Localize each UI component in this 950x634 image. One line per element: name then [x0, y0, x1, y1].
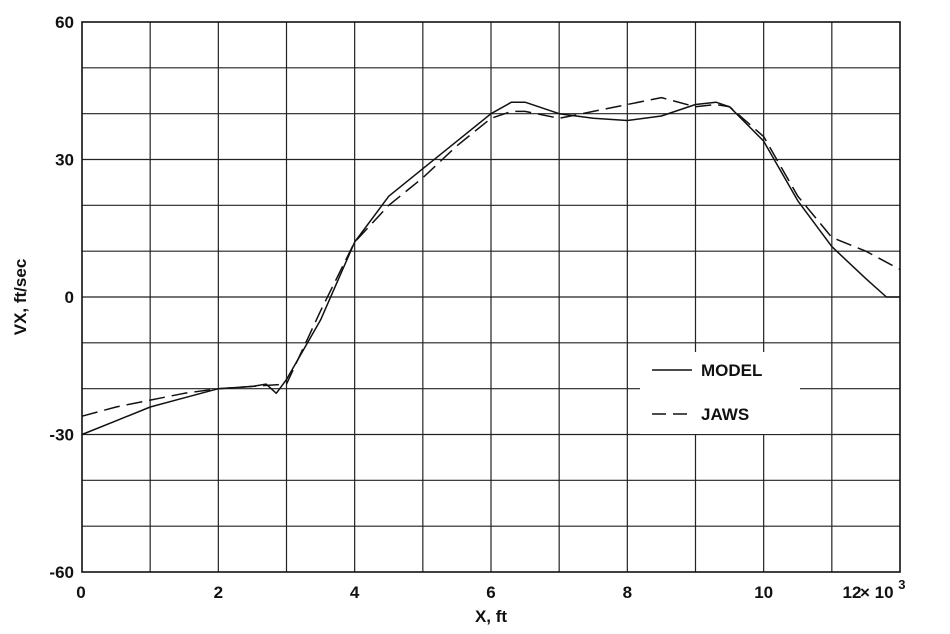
- legend-label-jaws: JAWS: [701, 405, 749, 424]
- y-axis-label: VX, ft/sec: [11, 259, 30, 336]
- x-tick-label: 6: [486, 583, 495, 602]
- y-tick-label: 0: [65, 288, 74, 307]
- gridlines: [82, 22, 900, 572]
- x-tick-label: 4: [350, 583, 360, 602]
- x-multiplier-base: × 10: [860, 583, 894, 602]
- plot-frame: [81, 21, 901, 573]
- legend: MODEL JAWS: [652, 361, 762, 424]
- legend-background: [640, 352, 800, 434]
- x-tick-label: 0: [76, 583, 85, 602]
- x-multiplier-label: × 10 3: [860, 577, 906, 602]
- series-lines: [81, 96, 901, 436]
- y-tick-label: -60: [49, 563, 74, 582]
- series-line-jaws: [81, 96, 901, 417]
- y-tick-labels: 60 30 0 -30 -60: [49, 13, 74, 582]
- x-tick-label: 2: [214, 583, 223, 602]
- y-tick-label: 30: [55, 151, 74, 170]
- x-tick-label: 10: [754, 583, 773, 602]
- x-tick-labels: 0 2 4 6 8 10 12: [76, 583, 861, 602]
- x-multiplier-exponent: 3: [898, 577, 905, 592]
- legend-label-model: MODEL: [701, 361, 762, 380]
- x-tick-label: 8: [623, 583, 632, 602]
- y-tick-label: -30: [49, 426, 74, 445]
- x-tick-label: 12: [843, 583, 862, 602]
- y-tick-label: 60: [55, 13, 74, 32]
- x-axis-label: X, ft: [475, 607, 507, 626]
